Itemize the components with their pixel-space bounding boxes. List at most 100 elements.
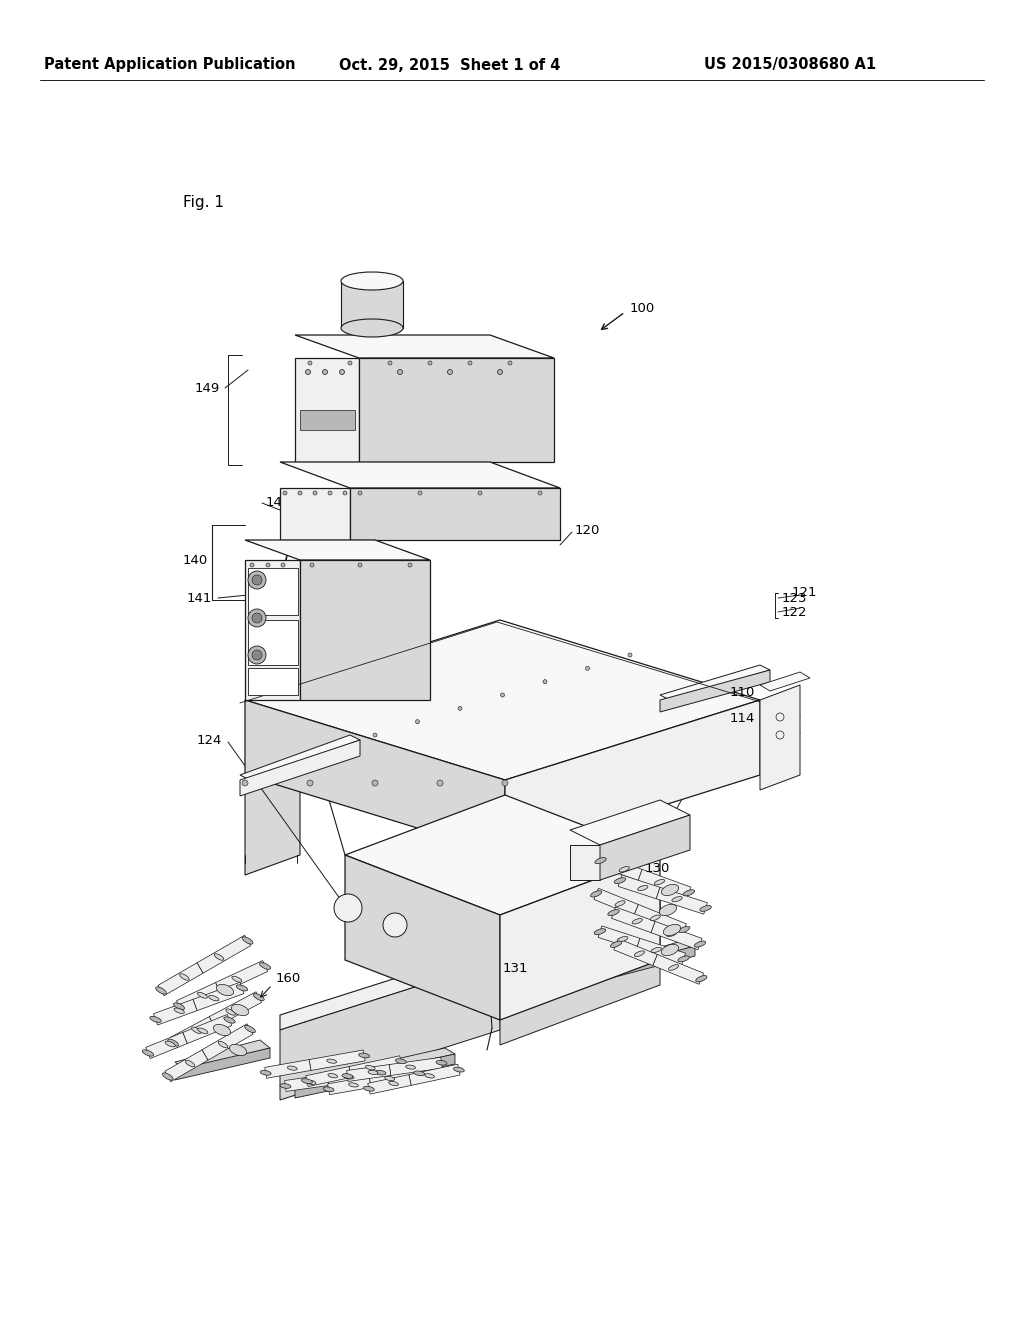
Polygon shape	[345, 855, 500, 1020]
Polygon shape	[611, 907, 655, 933]
Ellipse shape	[218, 1041, 227, 1048]
Ellipse shape	[615, 900, 625, 907]
Ellipse shape	[341, 319, 403, 337]
Polygon shape	[280, 960, 500, 1100]
Ellipse shape	[179, 974, 189, 981]
Ellipse shape	[342, 1073, 353, 1078]
Text: 146: 146	[266, 496, 291, 510]
Ellipse shape	[173, 1003, 184, 1010]
Circle shape	[628, 653, 632, 657]
Ellipse shape	[414, 1071, 425, 1076]
Polygon shape	[175, 1040, 270, 1071]
Ellipse shape	[185, 1060, 195, 1067]
Circle shape	[372, 780, 378, 785]
Ellipse shape	[695, 975, 707, 982]
Circle shape	[252, 576, 262, 585]
Circle shape	[310, 564, 314, 568]
Polygon shape	[600, 814, 690, 880]
Ellipse shape	[620, 866, 630, 873]
Circle shape	[266, 564, 270, 568]
Ellipse shape	[224, 1016, 236, 1023]
Polygon shape	[341, 281, 403, 327]
Circle shape	[313, 491, 317, 495]
Circle shape	[340, 370, 344, 375]
Ellipse shape	[617, 936, 628, 941]
Ellipse shape	[301, 1078, 312, 1084]
Ellipse shape	[683, 890, 694, 896]
Circle shape	[447, 370, 453, 375]
Ellipse shape	[358, 1053, 370, 1057]
Ellipse shape	[594, 929, 606, 935]
Ellipse shape	[348, 1082, 358, 1086]
Polygon shape	[505, 700, 760, 855]
Polygon shape	[598, 855, 642, 880]
Circle shape	[397, 370, 402, 375]
Polygon shape	[295, 335, 554, 358]
Polygon shape	[652, 954, 703, 985]
Polygon shape	[600, 946, 695, 981]
Ellipse shape	[288, 1067, 297, 1071]
Polygon shape	[368, 1074, 412, 1094]
Polygon shape	[176, 982, 220, 1011]
Polygon shape	[182, 1015, 231, 1044]
Polygon shape	[500, 855, 660, 1020]
Circle shape	[776, 713, 784, 721]
Ellipse shape	[260, 962, 270, 969]
Ellipse shape	[226, 1008, 236, 1015]
Circle shape	[776, 731, 784, 739]
Polygon shape	[248, 620, 298, 665]
Ellipse shape	[364, 1086, 375, 1092]
Polygon shape	[197, 936, 251, 973]
Circle shape	[248, 572, 266, 589]
Text: 110: 110	[730, 685, 756, 698]
Ellipse shape	[209, 995, 219, 1001]
Ellipse shape	[591, 891, 602, 898]
Polygon shape	[158, 962, 203, 995]
Ellipse shape	[650, 915, 660, 920]
Ellipse shape	[436, 1060, 446, 1065]
Ellipse shape	[672, 896, 682, 902]
Ellipse shape	[260, 1071, 271, 1076]
Polygon shape	[215, 961, 267, 994]
Circle shape	[248, 645, 266, 664]
Ellipse shape	[243, 937, 253, 944]
Ellipse shape	[389, 1081, 398, 1085]
Polygon shape	[409, 1064, 460, 1085]
Polygon shape	[154, 999, 197, 1026]
Ellipse shape	[366, 1065, 375, 1069]
Polygon shape	[245, 700, 505, 855]
Polygon shape	[660, 665, 770, 700]
Ellipse shape	[406, 1065, 416, 1069]
Polygon shape	[389, 1057, 442, 1076]
Ellipse shape	[306, 1080, 315, 1085]
Circle shape	[501, 693, 505, 697]
Ellipse shape	[216, 985, 233, 995]
Polygon shape	[500, 915, 660, 1045]
Ellipse shape	[638, 886, 648, 891]
Text: US 2015/0308680 A1: US 2015/0308680 A1	[703, 58, 877, 73]
Polygon shape	[760, 685, 800, 789]
Text: Fig. 1: Fig. 1	[183, 195, 224, 210]
Polygon shape	[634, 904, 686, 935]
Polygon shape	[295, 358, 359, 462]
Ellipse shape	[237, 985, 248, 991]
Ellipse shape	[425, 1073, 434, 1078]
Text: 140: 140	[182, 553, 208, 566]
Ellipse shape	[213, 1024, 230, 1036]
Circle shape	[305, 370, 310, 375]
Circle shape	[478, 491, 482, 495]
Ellipse shape	[678, 956, 689, 962]
Ellipse shape	[634, 950, 644, 957]
Ellipse shape	[667, 931, 677, 937]
Polygon shape	[245, 560, 300, 700]
Circle shape	[468, 360, 472, 366]
Polygon shape	[245, 620, 760, 780]
Circle shape	[250, 564, 254, 568]
Polygon shape	[760, 672, 810, 690]
Polygon shape	[347, 1064, 391, 1081]
Polygon shape	[193, 982, 244, 1011]
Polygon shape	[369, 1068, 420, 1088]
Ellipse shape	[156, 987, 166, 994]
Ellipse shape	[231, 977, 242, 982]
Ellipse shape	[632, 919, 642, 924]
